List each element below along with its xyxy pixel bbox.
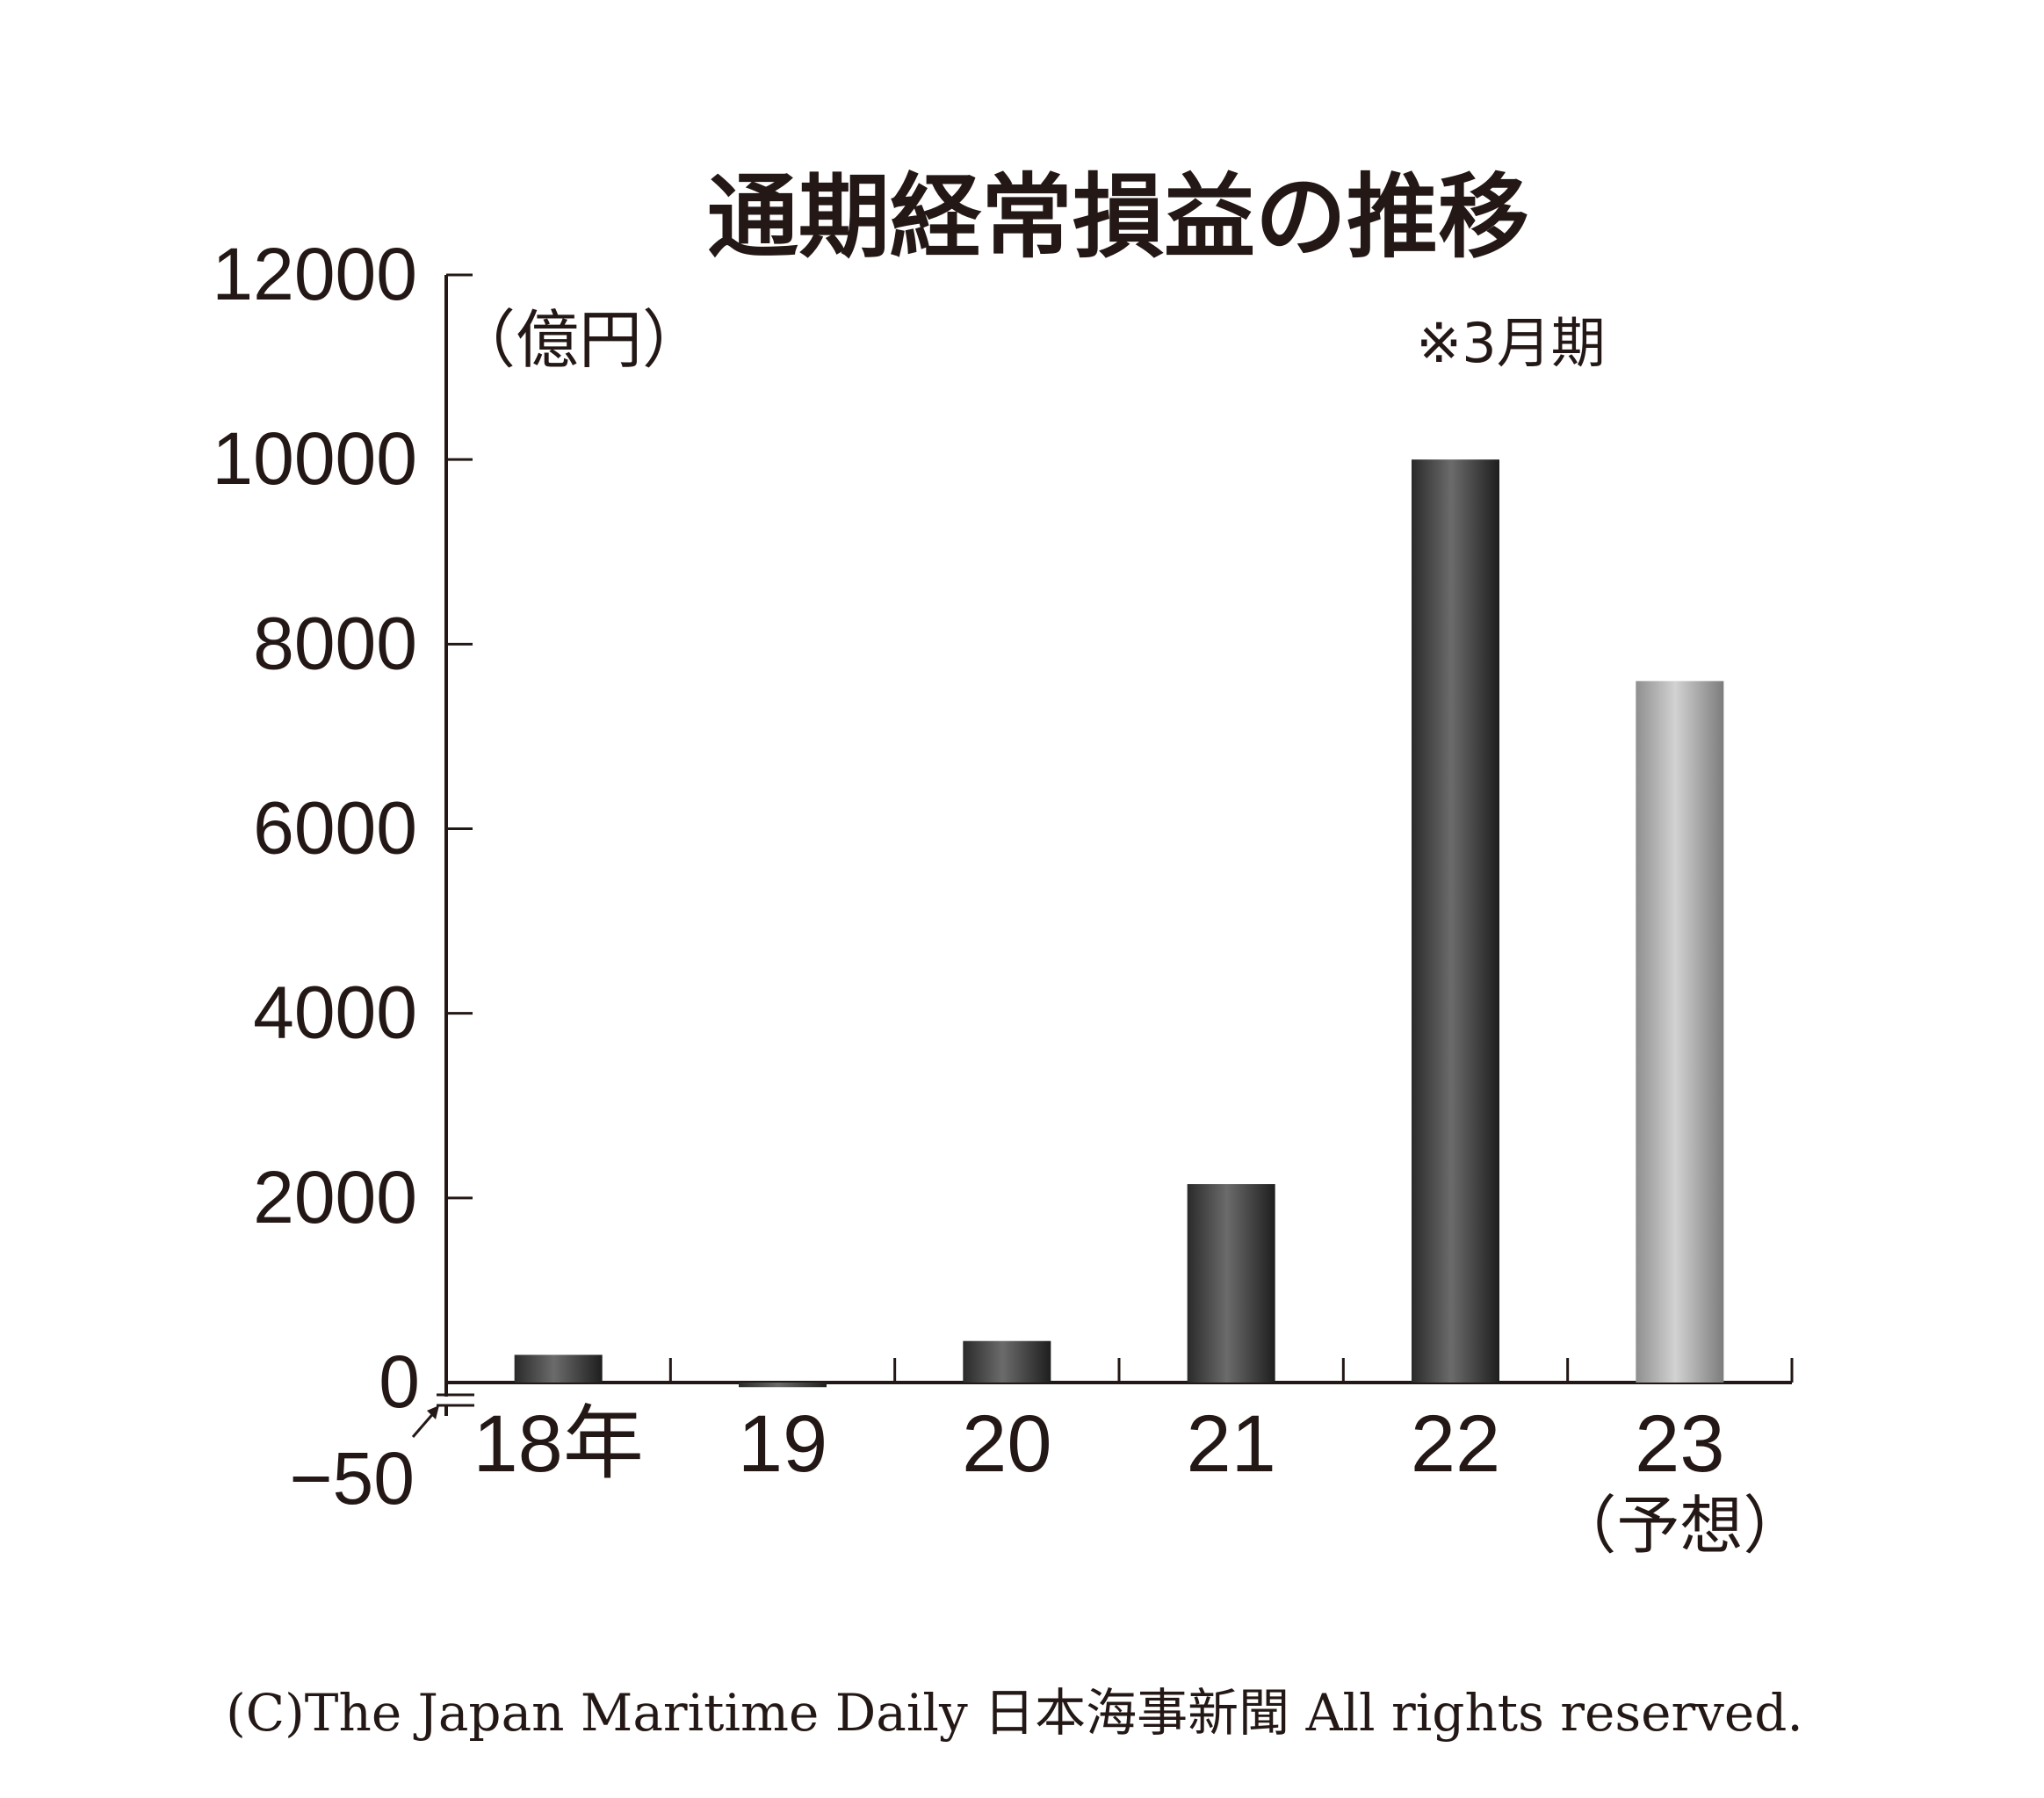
copyright: (C)The Japan Maritime Daily 日本海事新聞 All r… <box>226 1683 1803 1743</box>
y-tick-label: 4000 <box>253 971 417 1054</box>
x-tick-label: 18年 <box>473 1399 643 1489</box>
y-tick-label: 10000 <box>212 417 417 500</box>
x-tick-label: 23 <box>1635 1399 1724 1489</box>
annotation-arrowhead <box>427 1405 439 1419</box>
bars <box>514 459 1724 1388</box>
chart-title: 通期経常損益の推移 <box>707 163 1529 271</box>
fiscal-note: ※3月期 <box>1416 311 1605 375</box>
bar <box>963 1340 1051 1383</box>
x-tick-label: 21 <box>1186 1399 1275 1489</box>
y-tick-label: 12000 <box>212 233 417 315</box>
bar <box>739 1383 827 1388</box>
x-tick-label: 19 <box>738 1399 827 1489</box>
bar <box>1636 681 1724 1383</box>
bar <box>1187 1184 1275 1383</box>
y-ticks: 0 2000 4000 6000 8000 10000 12000 <box>212 233 473 1423</box>
annotation-label: −50 <box>290 1437 415 1520</box>
x-tick-sublabel: （予想） <box>1553 1489 1806 1563</box>
y-tick-label: 2000 <box>253 1156 417 1238</box>
y-tick-label: 0 <box>379 1340 420 1423</box>
x-labels: 18年 19 20 21 22 23（予想） <box>473 1399 1806 1563</box>
axes <box>437 275 1794 1416</box>
annotation: −50 <box>290 1405 439 1520</box>
x-tick-label: 22 <box>1411 1399 1500 1489</box>
y-tick-label: 6000 <box>253 787 417 870</box>
bar <box>1412 459 1499 1383</box>
y-tick-label: 8000 <box>253 602 417 684</box>
y-unit-label: （億円） <box>452 303 705 377</box>
bar <box>514 1354 603 1383</box>
x-tick-label: 20 <box>962 1399 1051 1489</box>
